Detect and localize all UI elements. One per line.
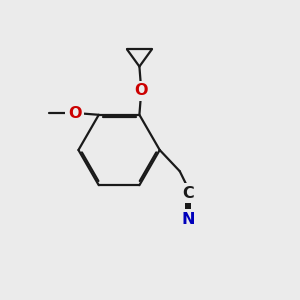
Text: N: N bbox=[181, 212, 195, 227]
Text: O: O bbox=[68, 106, 81, 121]
Text: C: C bbox=[182, 186, 194, 201]
Text: O: O bbox=[134, 83, 148, 98]
